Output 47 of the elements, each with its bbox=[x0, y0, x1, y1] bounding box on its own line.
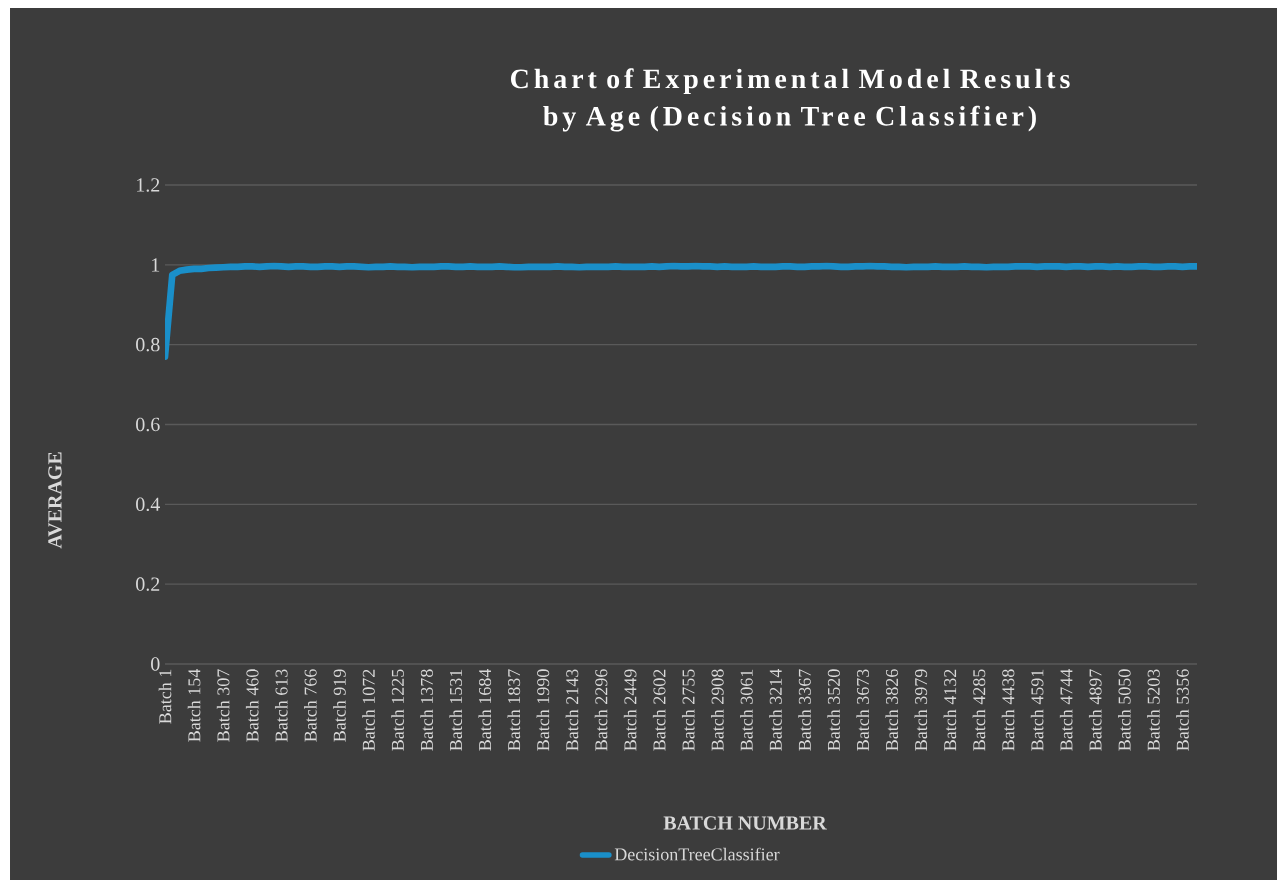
legend-label: DecisionTreeClassifier bbox=[614, 847, 780, 861]
x-tick-label: Batch 766 bbox=[304, 669, 317, 742]
x-axis-title: BATCH NUMBER bbox=[663, 816, 827, 830]
x-tick-label: Batch 3979 bbox=[914, 669, 928, 751]
x-tick-label: Batch 1378 bbox=[420, 669, 433, 751]
x-tick-label: Batch 1684 bbox=[478, 668, 492, 751]
x-tick-label: Batch 5203 bbox=[1147, 669, 1160, 751]
chart-title: Chart of Experimental Model Results by Age (Decision Tree Classifier) bbox=[510, 68, 1070, 132]
x-tick-label: Batch 154 bbox=[187, 668, 201, 742]
x-tick-label: Batch 4591 bbox=[1030, 669, 1044, 751]
y-axis-title: AVERAGE bbox=[48, 452, 62, 549]
x-tick-label: Batch 1225 bbox=[391, 669, 404, 751]
x-tick-label: Batch 4132 bbox=[943, 669, 957, 751]
x-tick-label: Batch 2755 bbox=[681, 669, 695, 751]
x-tick-label: Batch 4744 bbox=[1059, 668, 1073, 751]
x-tick-label: Batch 1531 bbox=[449, 669, 463, 751]
x-tick-label: Batch 3520 bbox=[827, 669, 840, 751]
y-tick-label: 1.2 bbox=[137, 178, 160, 192]
x-tick-label: Batch 2908 bbox=[711, 669, 724, 751]
x-tick-label: Batch 2296 bbox=[594, 669, 608, 751]
x-tick-label: Batch 1 bbox=[158, 669, 172, 724]
y-tick-label: 0.4 bbox=[136, 497, 160, 512]
x-tick-label: Batch 5050 bbox=[1118, 669, 1131, 751]
x-tick-label: Batch 5356 bbox=[1176, 669, 1189, 751]
x-tick-label: Batch 2602 bbox=[652, 669, 666, 751]
x-tick-label: Batch 307 bbox=[216, 669, 230, 742]
x-tick-label: Batch 3214 bbox=[769, 668, 782, 751]
x-tick-label: Batch 460 bbox=[245, 669, 259, 742]
y-tick-label: 0 bbox=[151, 657, 160, 671]
y-tick-label: 1 bbox=[152, 258, 160, 272]
x-tick-label: Batch 4438 bbox=[1001, 669, 1015, 751]
x-tick-label: Batch 2143 bbox=[565, 669, 579, 751]
x-tick-label: Batch 919 bbox=[333, 669, 346, 742]
x-tick-label: Batch 3826 bbox=[885, 669, 899, 751]
y-tick-label: 0.6 bbox=[136, 417, 160, 432]
y-tick-label: 0.8 bbox=[136, 337, 160, 352]
x-tick-label: Batch 4285 bbox=[972, 669, 986, 751]
x-tick-label: Batch 3061 bbox=[740, 669, 753, 751]
x-tick-label: Batch 4897 bbox=[1088, 669, 1102, 751]
x-tick-label: Batch 613 bbox=[274, 669, 288, 742]
x-tick-label: Batch 1072 bbox=[362, 669, 375, 751]
x-tick-label: Batch 2449 bbox=[623, 669, 637, 751]
x-tick-label: Batch 1837 bbox=[507, 669, 521, 751]
x-tick-label: Batch 1990 bbox=[536, 669, 550, 751]
y-tick-label: 0.2 bbox=[136, 577, 160, 591]
x-tick-label: Batch 3367 bbox=[798, 669, 811, 751]
x-tick-label: Batch 3673 bbox=[856, 669, 870, 751]
